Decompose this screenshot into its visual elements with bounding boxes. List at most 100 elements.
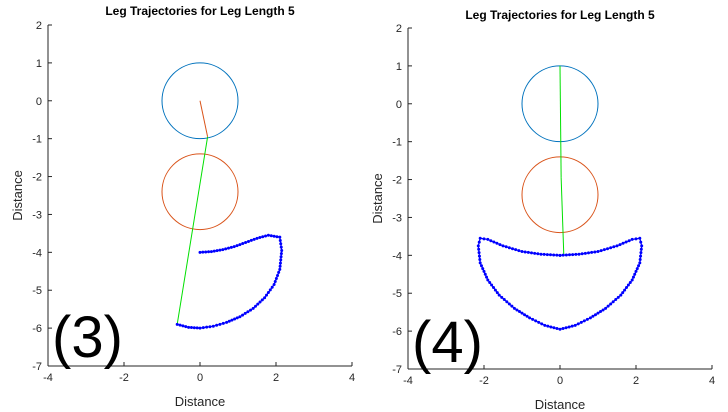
trajectory-point [593,313,597,317]
trajectory-point [588,316,592,320]
trajectory-point [523,250,527,254]
trajectory-point [638,236,642,240]
trajectory-point [545,253,549,257]
trajectory-point [258,236,262,240]
trajectory-point [528,316,532,320]
trajectory-point [512,306,516,310]
trajectory-point [616,295,620,299]
trajectory-point [558,327,562,331]
trajectory-point [238,243,242,247]
x-tick-label: 4 [709,375,715,387]
x-tick-label: -4 [403,375,413,387]
trajectory-point [476,244,480,248]
x-tick-label: -4 [43,372,53,384]
trajectory-point [630,278,634,282]
trajectory-point [637,264,641,268]
trajectory-point [609,302,613,306]
knee-circle [161,153,239,231]
trajectory-point [225,320,229,324]
trajectory-point [205,325,209,329]
trajectory-point [526,250,530,254]
trajectory-point [187,325,191,329]
x-tick-label: 0 [557,375,563,387]
trajectory-point [274,276,278,280]
panel-label: (4) [412,310,483,375]
trajectory-point [593,250,597,254]
y-axis-label: Distance [10,170,25,221]
trajectory-point [279,252,283,256]
y-tick-label: -2 [392,175,402,187]
trajectory-point [198,326,202,330]
trajectory-point [543,323,547,327]
trajectory-point [504,245,508,249]
trajectory-point [533,251,537,255]
knee-circle [521,156,599,234]
trajectory-point [587,251,590,255]
trajectory-point [246,310,250,314]
trajectory-point [497,293,501,297]
trajectory-point [215,249,219,253]
trajectory-point [278,235,282,239]
trajectory-point [477,251,481,255]
trajectory-point [260,298,264,302]
trajectory-point [505,300,509,304]
trajectory-point [279,258,283,262]
trajectory-point [249,238,253,242]
trajectory-point [639,251,643,255]
trajectory-point [576,322,580,326]
trajectory-point [568,253,571,257]
trajectory-point [591,314,595,318]
trajectory-point [549,253,552,257]
trajectory-point [536,252,540,256]
trajectory-point [599,249,603,253]
trajectory-point [558,253,562,257]
trajectory-point [485,275,489,279]
trajectory-point [268,288,272,292]
y-tick-label: -1 [32,134,42,146]
x-tick-label: -2 [119,372,129,384]
trajectory-point [498,243,502,247]
trajectory-point [631,275,635,279]
trajectory-point [249,308,253,312]
x-axis-label: Distance [175,394,226,409]
trajectory-point [278,267,282,271]
trajectory-point [542,252,546,256]
trajectory-point [208,325,212,329]
trajectory-point [279,255,283,259]
trajectory-point [235,316,239,320]
trajectory-point [266,233,270,237]
trajectory-point [614,298,618,302]
trajectory-point [599,310,603,314]
y-tick-label: 1 [36,58,42,70]
trajectory-point [621,241,625,245]
trajectory-point [201,250,205,254]
trajectory-point [596,311,600,315]
trajectory-point [546,324,550,328]
trajectory-point [482,269,486,273]
trajectory-line [477,237,643,330]
trajectory-point [221,248,225,252]
trajectory-point [218,248,222,252]
trajectory-point [477,240,481,244]
trajectory-point [492,240,496,244]
y-tick-label: 0 [396,99,402,111]
trajectory-point [539,252,543,256]
trajectory-point [638,261,642,265]
trajectory-point [606,247,609,251]
trajectory-point [264,234,268,238]
trajectory-point [184,325,188,329]
trajectory-point [478,258,482,262]
trajectory-point [495,291,499,295]
trajectory-point [618,243,622,247]
x-tick-label: 2 [273,372,279,384]
x-tick-label: 4 [349,372,355,384]
trajectory-point [634,237,638,241]
trajectory-point [278,238,282,242]
trajectory-point [218,322,222,326]
x-tick-label: 0 [197,372,203,384]
trajectory-point [265,293,268,297]
y-tick-label: -1 [392,137,402,149]
trajectory-point [493,288,497,292]
trajectory-point [255,236,259,240]
